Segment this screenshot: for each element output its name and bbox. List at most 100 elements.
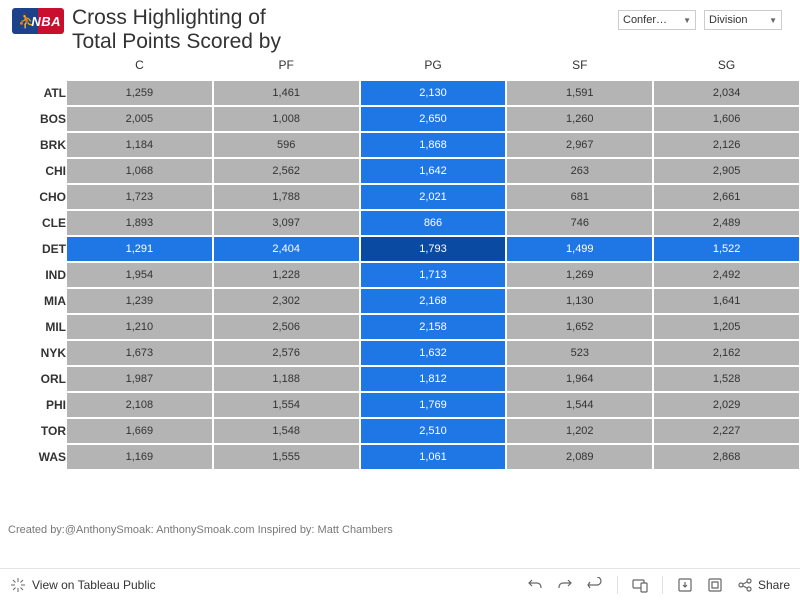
data-cell[interactable]: 2,868 (654, 445, 799, 469)
data-cell[interactable]: 2,967 (507, 133, 652, 157)
data-cell[interactable]: 1,769 (361, 393, 506, 417)
data-cell[interactable]: 1,184 (67, 133, 212, 157)
conference-filter[interactable]: Confer… ▼ (618, 10, 696, 30)
data-cell[interactable]: 1,130 (507, 289, 652, 313)
data-cell[interactable]: 1,269 (507, 263, 652, 287)
data-cell[interactable]: 1,673 (67, 341, 212, 365)
share-button[interactable]: Share (737, 577, 790, 593)
data-cell[interactable]: 1,228 (214, 263, 359, 287)
data-cell[interactable]: 2,576 (214, 341, 359, 365)
column-header[interactable]: SF (506, 52, 653, 80)
data-cell[interactable]: 1,061 (361, 445, 506, 469)
row-label[interactable]: BOS (0, 106, 66, 132)
row-label[interactable]: WAS (0, 444, 66, 470)
column-header[interactable]: SG (653, 52, 800, 80)
data-cell[interactable]: 1,188 (214, 367, 359, 391)
data-cell[interactable]: 681 (507, 185, 652, 209)
data-cell[interactable]: 2,168 (361, 289, 506, 313)
column-header[interactable]: PF (213, 52, 360, 80)
data-cell[interactable]: 1,461 (214, 81, 359, 105)
data-cell[interactable]: 2,506 (214, 315, 359, 339)
data-cell[interactable]: 1,528 (654, 367, 799, 391)
data-cell[interactable]: 1,642 (361, 159, 506, 183)
column-header[interactable]: PG (360, 52, 507, 80)
data-cell[interactable]: 2,489 (654, 211, 799, 235)
data-cell[interactable]: 2,510 (361, 419, 506, 443)
fullscreen-icon[interactable] (707, 577, 723, 593)
data-cell[interactable]: 1,632 (361, 341, 506, 365)
data-cell[interactable]: 2,130 (361, 81, 506, 105)
row-label[interactable]: CHI (0, 158, 66, 184)
data-cell[interactable]: 1,555 (214, 445, 359, 469)
data-cell[interactable]: 746 (507, 211, 652, 235)
data-cell[interactable]: 2,005 (67, 107, 212, 131)
row-label[interactable]: ORL (0, 366, 66, 392)
undo-icon[interactable] (527, 577, 543, 593)
data-cell[interactable]: 1,893 (67, 211, 212, 235)
row-label[interactable]: IND (0, 262, 66, 288)
data-cell[interactable]: 1,812 (361, 367, 506, 391)
data-cell[interactable]: 2,108 (67, 393, 212, 417)
data-cell[interactable]: 1,169 (67, 445, 212, 469)
data-cell[interactable]: 2,905 (654, 159, 799, 183)
data-cell[interactable]: 1,202 (507, 419, 652, 443)
data-cell[interactable]: 2,404 (214, 237, 359, 261)
data-cell[interactable]: 2,162 (654, 341, 799, 365)
data-cell[interactable]: 1,260 (507, 107, 652, 131)
data-cell[interactable]: 2,126 (654, 133, 799, 157)
data-cell[interactable]: 1,554 (214, 393, 359, 417)
data-cell[interactable]: 1,652 (507, 315, 652, 339)
data-cell[interactable]: 1,548 (214, 419, 359, 443)
column-header[interactable]: C (66, 52, 213, 80)
redo-icon[interactable] (557, 577, 573, 593)
data-cell[interactable]: 1,606 (654, 107, 799, 131)
data-cell[interactable]: 1,008 (214, 107, 359, 131)
data-cell[interactable]: 1,964 (507, 367, 652, 391)
data-cell[interactable]: 1,793 (361, 237, 506, 261)
data-cell[interactable]: 1,239 (67, 289, 212, 313)
data-cell[interactable]: 2,021 (361, 185, 506, 209)
data-cell[interactable]: 2,302 (214, 289, 359, 313)
data-cell[interactable]: 2,492 (654, 263, 799, 287)
data-cell[interactable]: 2,650 (361, 107, 506, 131)
row-label[interactable]: PHI (0, 392, 66, 418)
data-cell[interactable]: 1,723 (67, 185, 212, 209)
data-cell[interactable]: 1,713 (361, 263, 506, 287)
data-cell[interactable]: 1,068 (67, 159, 212, 183)
view-on-tableau-button[interactable]: View on Tableau Public (10, 577, 156, 593)
row-label[interactable]: TOR (0, 418, 66, 444)
row-label[interactable]: ATL (0, 80, 66, 106)
data-cell[interactable]: 1,210 (67, 315, 212, 339)
data-cell[interactable]: 1,544 (507, 393, 652, 417)
data-cell[interactable]: 2,089 (507, 445, 652, 469)
row-label[interactable]: NYK (0, 340, 66, 366)
data-cell[interactable]: 866 (361, 211, 506, 235)
row-label[interactable]: DET (0, 236, 66, 262)
data-cell[interactable]: 1,788 (214, 185, 359, 209)
device-icon[interactable] (632, 577, 648, 593)
row-label[interactable]: MIA (0, 288, 66, 314)
division-filter[interactable]: Division ▼ (704, 10, 782, 30)
data-cell[interactable]: 263 (507, 159, 652, 183)
row-label[interactable]: CHO (0, 184, 66, 210)
data-cell[interactable]: 1,641 (654, 289, 799, 313)
data-cell[interactable]: 2,158 (361, 315, 506, 339)
row-label[interactable]: BRK (0, 132, 66, 158)
data-cell[interactable]: 2,034 (654, 81, 799, 105)
data-cell[interactable]: 2,227 (654, 419, 799, 443)
data-cell[interactable]: 596 (214, 133, 359, 157)
download-icon[interactable] (677, 577, 693, 593)
data-cell[interactable]: 523 (507, 341, 652, 365)
data-cell[interactable]: 3,097 (214, 211, 359, 235)
data-cell[interactable]: 1,259 (67, 81, 212, 105)
data-cell[interactable]: 1,669 (67, 419, 212, 443)
data-cell[interactable]: 2,029 (654, 393, 799, 417)
data-cell[interactable]: 1,205 (654, 315, 799, 339)
data-cell[interactable]: 1,954 (67, 263, 212, 287)
row-label[interactable]: CLE (0, 210, 66, 236)
data-cell[interactable]: 1,522 (654, 237, 799, 261)
revert-icon[interactable] (587, 577, 603, 593)
data-cell[interactable]: 1,499 (507, 237, 652, 261)
data-cell[interactable]: 2,661 (654, 185, 799, 209)
data-cell[interactable]: 1,591 (507, 81, 652, 105)
